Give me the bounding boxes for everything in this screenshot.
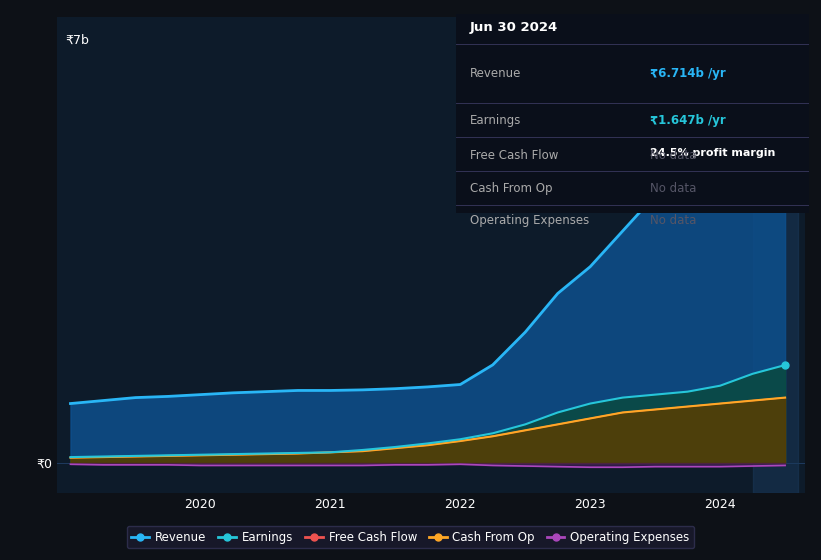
Text: Revenue: Revenue — [470, 67, 521, 80]
Text: No data: No data — [650, 148, 696, 162]
Bar — [753, 17, 798, 493]
Text: Earnings: Earnings — [470, 114, 521, 127]
Text: Operating Expenses: Operating Expenses — [470, 214, 589, 227]
Text: Jun 30 2024: Jun 30 2024 — [470, 21, 558, 34]
Text: ₹6.714b /yr: ₹6.714b /yr — [650, 67, 726, 80]
Text: ₹1.647b /yr: ₹1.647b /yr — [650, 114, 726, 127]
Text: No data: No data — [650, 214, 696, 227]
Text: Free Cash Flow: Free Cash Flow — [470, 148, 558, 162]
Legend: Revenue, Earnings, Free Cash Flow, Cash From Op, Operating Expenses: Revenue, Earnings, Free Cash Flow, Cash … — [126, 526, 695, 548]
Text: ₹7b: ₹7b — [65, 34, 89, 46]
Text: Cash From Op: Cash From Op — [470, 183, 553, 195]
Text: 24.5% profit margin: 24.5% profit margin — [650, 148, 775, 158]
Text: No data: No data — [650, 183, 696, 195]
